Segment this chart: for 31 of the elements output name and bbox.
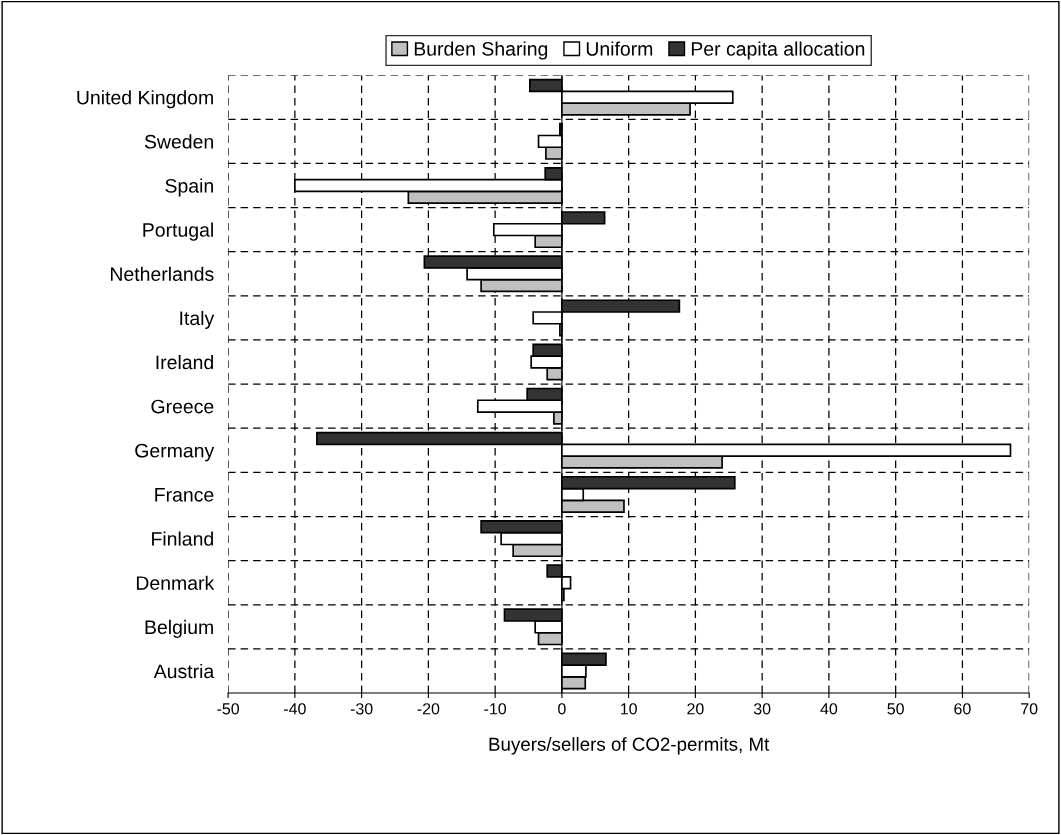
x-tick-label: -20 [417, 703, 440, 715]
x-tick-label: 30 [753, 703, 771, 715]
y-tick-label: Portugal [143, 222, 213, 241]
x-tick-label: -10 [484, 703, 507, 715]
x-tick-label: 20 [687, 703, 704, 715]
y-tick-label: Spain [165, 178, 213, 197]
x-tick-label: -30 [350, 703, 373, 715]
y-tick-label: Netherlands [110, 266, 214, 281]
x-tick-label: 60 [954, 703, 971, 715]
y-tick-label: Ireland [156, 354, 213, 370]
legend-label: Uniform [586, 41, 653, 56]
x-tick-label: -50 [217, 703, 240, 715]
y-tick-label: France [155, 488, 214, 502]
y-tick-label: Austria [153, 663, 215, 679]
x-tick-label: -40 [284, 703, 306, 715]
x-tick-label: 50 [887, 703, 904, 715]
legend-label: Per capita allocation [691, 41, 865, 60]
y-tick-label: Italy [180, 310, 215, 329]
y-tick-label: Sweden [144, 134, 213, 149]
y-tick-label: Belgium [145, 619, 213, 638]
x-tick-label: 40 [820, 703, 838, 715]
legend-label: Burden Sharing [414, 41, 548, 60]
x-tick-label: 0 [558, 703, 566, 715]
x-tick-label: 10 [620, 703, 637, 715]
y-tick-label: Finland [152, 531, 213, 546]
y-tick-label: Denmark [136, 575, 215, 590]
x-axis-title: Buyers/sellers of CO2-permits, Mt [489, 737, 770, 755]
y-tick-label: Greece [151, 399, 214, 414]
x-tick-label: 70 [1021, 703, 1038, 715]
y-tick-label: Germany [135, 443, 215, 462]
y-tick-label: United Kingdom [77, 90, 213, 109]
